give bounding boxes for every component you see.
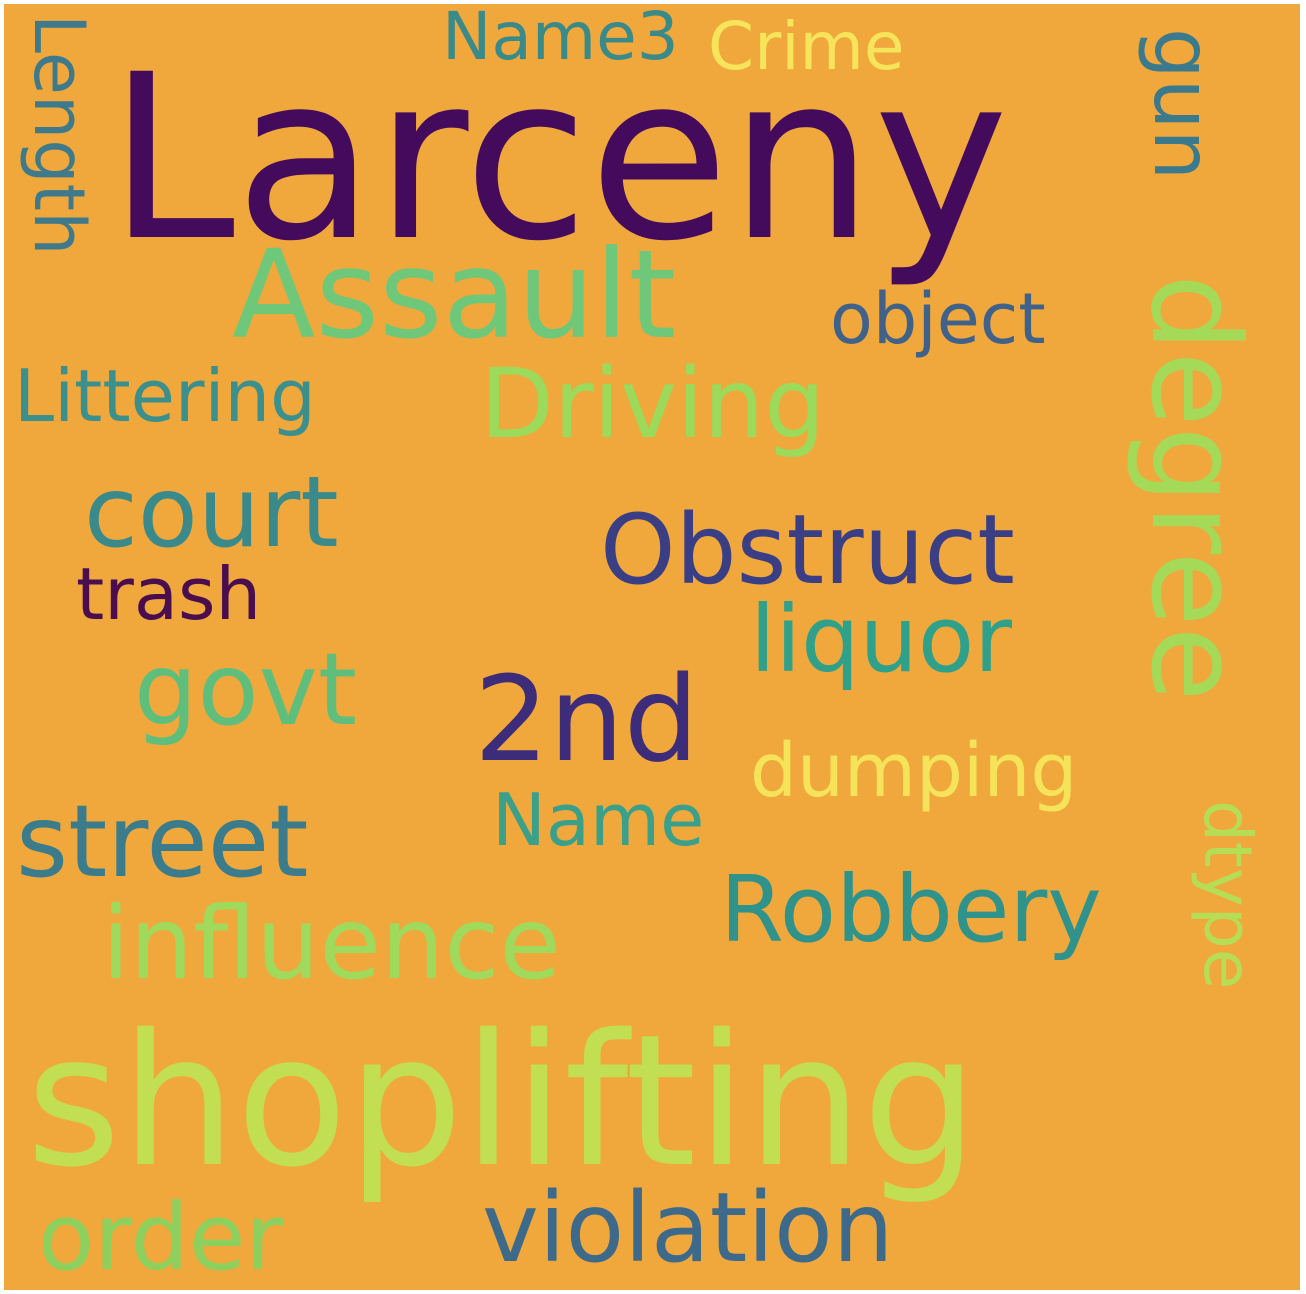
word-obstruct: Obstruct xyxy=(600,494,1015,606)
word-degree: degree xyxy=(1124,274,1266,702)
word-liquor: liquor xyxy=(750,586,1012,693)
word-dtype: dtype xyxy=(1189,800,1266,990)
word-court: court xyxy=(84,456,339,570)
word-assault: Assault xyxy=(232,224,677,366)
word-name3: Name3 xyxy=(442,4,679,75)
word-order: order xyxy=(38,1184,284,1290)
word-street: street xyxy=(16,783,309,900)
word-crime: Crime xyxy=(708,8,905,85)
word-shoplifting: shoplifting xyxy=(26,995,978,1207)
word-object: object xyxy=(830,278,1046,360)
word-violation: violation xyxy=(482,1172,894,1284)
word-cloud: Larceny Assault shoplifting Driving Litt… xyxy=(4,4,1300,1290)
word-larceny: Larceny xyxy=(108,25,1009,291)
word-name: Name xyxy=(492,778,705,862)
word-dumping: dumping xyxy=(750,728,1078,814)
word-gun: gun xyxy=(1136,28,1229,181)
word-2nd: 2nd xyxy=(474,650,699,788)
word-influence: influence xyxy=(102,885,561,1002)
word-driving: Driving xyxy=(480,348,826,460)
word-robbery: Robbery xyxy=(720,856,1102,963)
word-govt: govt xyxy=(134,631,358,748)
word-littering: Littering xyxy=(14,354,316,438)
word-trash: trash xyxy=(76,552,262,636)
word-length: Length xyxy=(18,14,100,256)
